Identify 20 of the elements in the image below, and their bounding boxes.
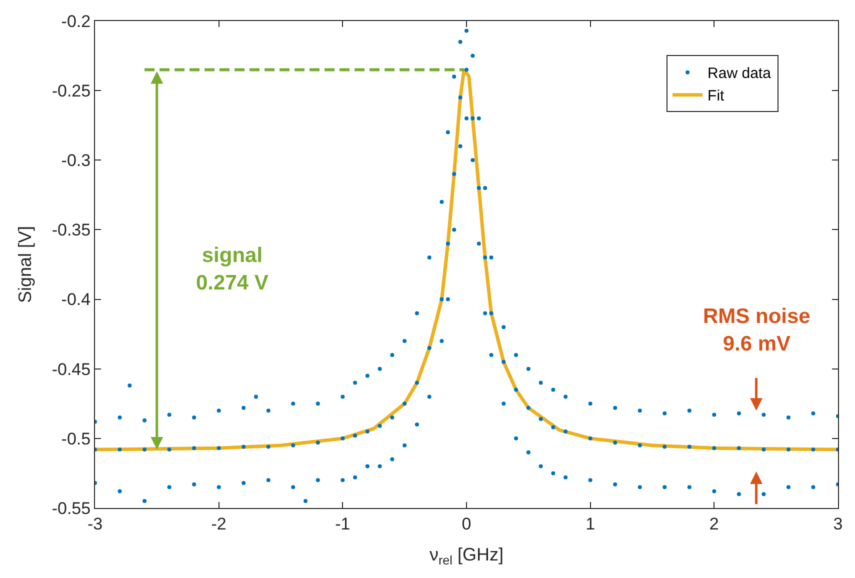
y-tick-label: -0.5	[61, 429, 91, 448]
y-tick-label: -0.2	[61, 12, 91, 31]
x-tick-label: 1	[586, 514, 596, 534]
x-axis-title: ν$_{rel}$ [GHz]	[429, 544, 504, 568]
x-tick-label: 2	[709, 514, 719, 534]
y-tick-label: -0.3	[61, 151, 91, 170]
x-tick-label: -1	[335, 514, 350, 534]
y-tick-label: -0.4	[61, 290, 91, 310]
line-series	[95, 68, 838, 452]
x-tick-label: 3	[833, 514, 843, 534]
legend-label: Raw data	[708, 65, 772, 82]
legend-label: Fit	[708, 88, 726, 105]
y-axis-title: Signal [V]	[15, 226, 36, 304]
annotation: RMS noise 9.6 mV	[703, 305, 810, 356]
y-tick-label: -0.25	[52, 82, 91, 101]
annotation: signal 0.274 V	[196, 244, 268, 294]
y-tick-label: -0.35	[52, 220, 91, 240]
x-tick-label: 0	[462, 514, 472, 534]
x-tick-label: -2	[211, 514, 226, 534]
y-tick-label: -0.45	[52, 360, 91, 379]
